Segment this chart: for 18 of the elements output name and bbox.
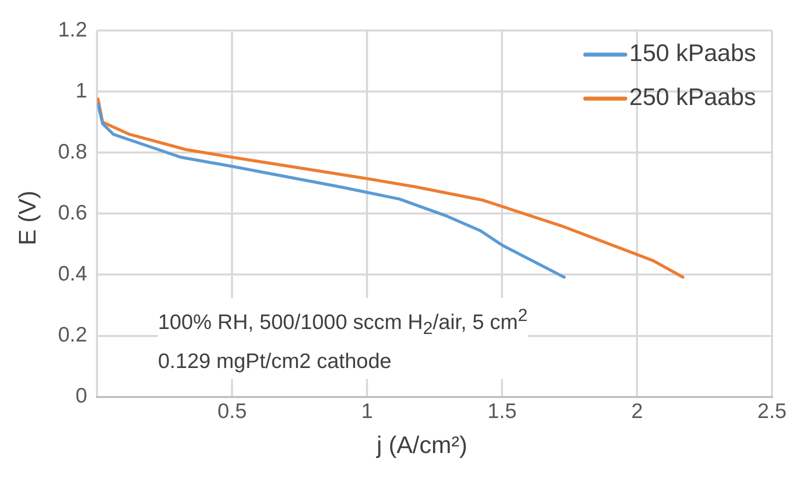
x-axis-title: j (A/cm²)	[375, 432, 468, 460]
x-tick-label: 2	[631, 400, 643, 424]
y-tick-label: 1	[76, 79, 88, 102]
legend-label: 250 kPaabs	[629, 84, 756, 112]
y-tick-label: 0.4	[58, 262, 88, 286]
x-tick-label: 1	[361, 400, 373, 424]
y-tick-label: 0	[76, 384, 88, 408]
y-tick-label: 1.2	[58, 18, 88, 42]
x-tick-label: 2.5	[757, 400, 787, 424]
y-tick-label: 0.2	[58, 324, 88, 347]
y-tick-label: 0.8	[58, 140, 88, 164]
annotation: 0.129 mgPt/cm2 cathode	[158, 349, 392, 376]
legend-label: 150 kPaabs	[629, 40, 756, 68]
x-tick-label: 0.5	[218, 400, 247, 424]
y-axis-title: E (V)	[14, 190, 42, 246]
annotation: 100% RH, 500/1000 sccm H$_{2}$/air, 5 cm$^{2}$	[158, 304, 528, 340]
y-tick-label: 0.6	[58, 201, 88, 224]
x-tick-label: 1.5	[487, 400, 517, 424]
